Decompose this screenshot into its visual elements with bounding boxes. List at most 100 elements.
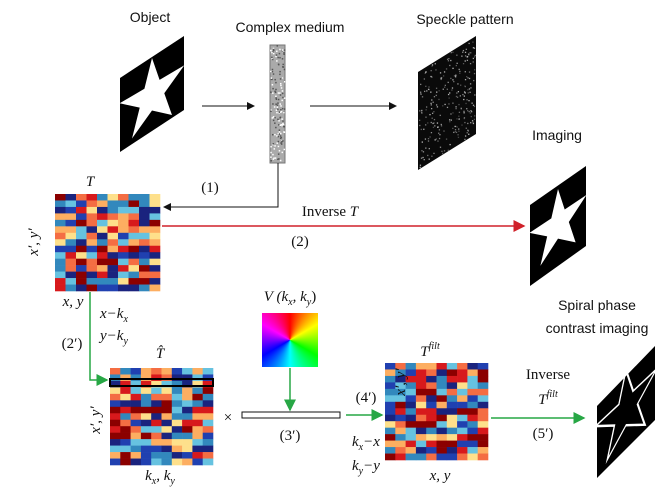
matrix-cell (129, 226, 140, 233)
shift-label: y−ky (98, 328, 128, 347)
grain (282, 58, 284, 60)
matrix-cell (55, 272, 66, 279)
matrix-cell (467, 402, 478, 409)
matrix-cell (406, 415, 417, 422)
grain (277, 102, 279, 104)
matrix-cell (139, 259, 150, 266)
matrix-cell (162, 387, 173, 394)
matrix-cell (172, 446, 183, 453)
speckle (473, 80, 474, 81)
speckle (457, 126, 458, 127)
matrix-cell (150, 272, 161, 279)
grain (270, 146, 272, 148)
matrix-cell (131, 433, 142, 440)
matrix-cell (192, 394, 203, 401)
speckle (438, 99, 439, 100)
matrix-cell (141, 433, 152, 440)
matrix-cell (97, 278, 108, 285)
matrix-cell (162, 452, 173, 459)
matrix-cell (426, 363, 437, 370)
matrix-cell (120, 459, 131, 466)
matrix-cell (457, 369, 468, 376)
speckle (450, 78, 451, 79)
matrix-cell (478, 402, 489, 409)
speckle (456, 118, 457, 119)
matrix-cell (150, 265, 161, 272)
speckle (442, 105, 443, 106)
matrix-cell (118, 285, 129, 292)
matrix-cell (426, 421, 437, 428)
speckle (420, 92, 421, 93)
matrix-cell (55, 200, 66, 207)
spiral-label: Spiral phase (558, 297, 636, 313)
matrix-cell (110, 407, 121, 414)
matrix-cell (151, 374, 162, 381)
matrix-cell (97, 265, 108, 272)
matrix-cell (478, 447, 489, 454)
speckle (474, 119, 475, 120)
matrix-cell (97, 259, 108, 266)
speckle (466, 108, 467, 109)
grain (281, 111, 283, 113)
matrix-cell (203, 407, 214, 414)
speckle (448, 103, 449, 104)
matrix-cell (87, 272, 98, 279)
matrix-cell (437, 402, 448, 409)
matrix-cell (192, 439, 203, 446)
speckle (425, 72, 426, 73)
matrix-cell (131, 426, 142, 433)
grain (281, 100, 283, 102)
shift-label: x−kx (99, 306, 128, 325)
matrix-cell (182, 446, 193, 453)
matrix-cell (150, 239, 161, 246)
grain (279, 129, 281, 131)
matrix-cell (478, 408, 489, 415)
speckle (444, 150, 445, 151)
speckle (424, 159, 425, 160)
speckle (421, 112, 422, 113)
grain (276, 54, 278, 56)
speckle (457, 83, 458, 84)
speckle (428, 138, 429, 139)
matrix-cell (87, 213, 98, 220)
matrix-cell (66, 259, 77, 266)
matrix-cell (385, 434, 396, 441)
matrix-cell (129, 207, 140, 214)
speckle (465, 103, 466, 104)
matrix-cell (172, 413, 183, 420)
matrix-cell (406, 421, 417, 428)
matrix-cell (172, 426, 183, 433)
speckle (466, 128, 467, 129)
grain (282, 93, 284, 95)
matrix-cell (151, 446, 162, 453)
matrix-cell (406, 441, 417, 448)
speckle (455, 106, 456, 107)
matrix-cell (97, 246, 108, 253)
speckle (440, 147, 441, 148)
matrix-cell (395, 441, 406, 448)
matrix-cell (66, 226, 77, 233)
speckle (434, 125, 435, 126)
grain (277, 159, 279, 161)
matrix-cell (406, 428, 417, 435)
speckle (469, 52, 470, 53)
matrix-cell (55, 265, 66, 272)
speckle (467, 56, 468, 57)
speckle (437, 127, 438, 128)
speckle (467, 123, 468, 124)
grain (282, 123, 284, 125)
matrix-cell (478, 434, 489, 441)
speckle (451, 89, 452, 90)
matrix-cell (118, 278, 129, 285)
speckle (429, 136, 430, 137)
speckle (420, 94, 421, 95)
grain (278, 64, 280, 66)
speckle (448, 150, 449, 151)
matrix-cell (457, 428, 468, 435)
grain (280, 133, 282, 135)
speckle (433, 127, 434, 128)
grain (273, 143, 275, 145)
speckle (439, 134, 440, 135)
speckle (424, 91, 425, 92)
matrix-cell (151, 433, 162, 440)
